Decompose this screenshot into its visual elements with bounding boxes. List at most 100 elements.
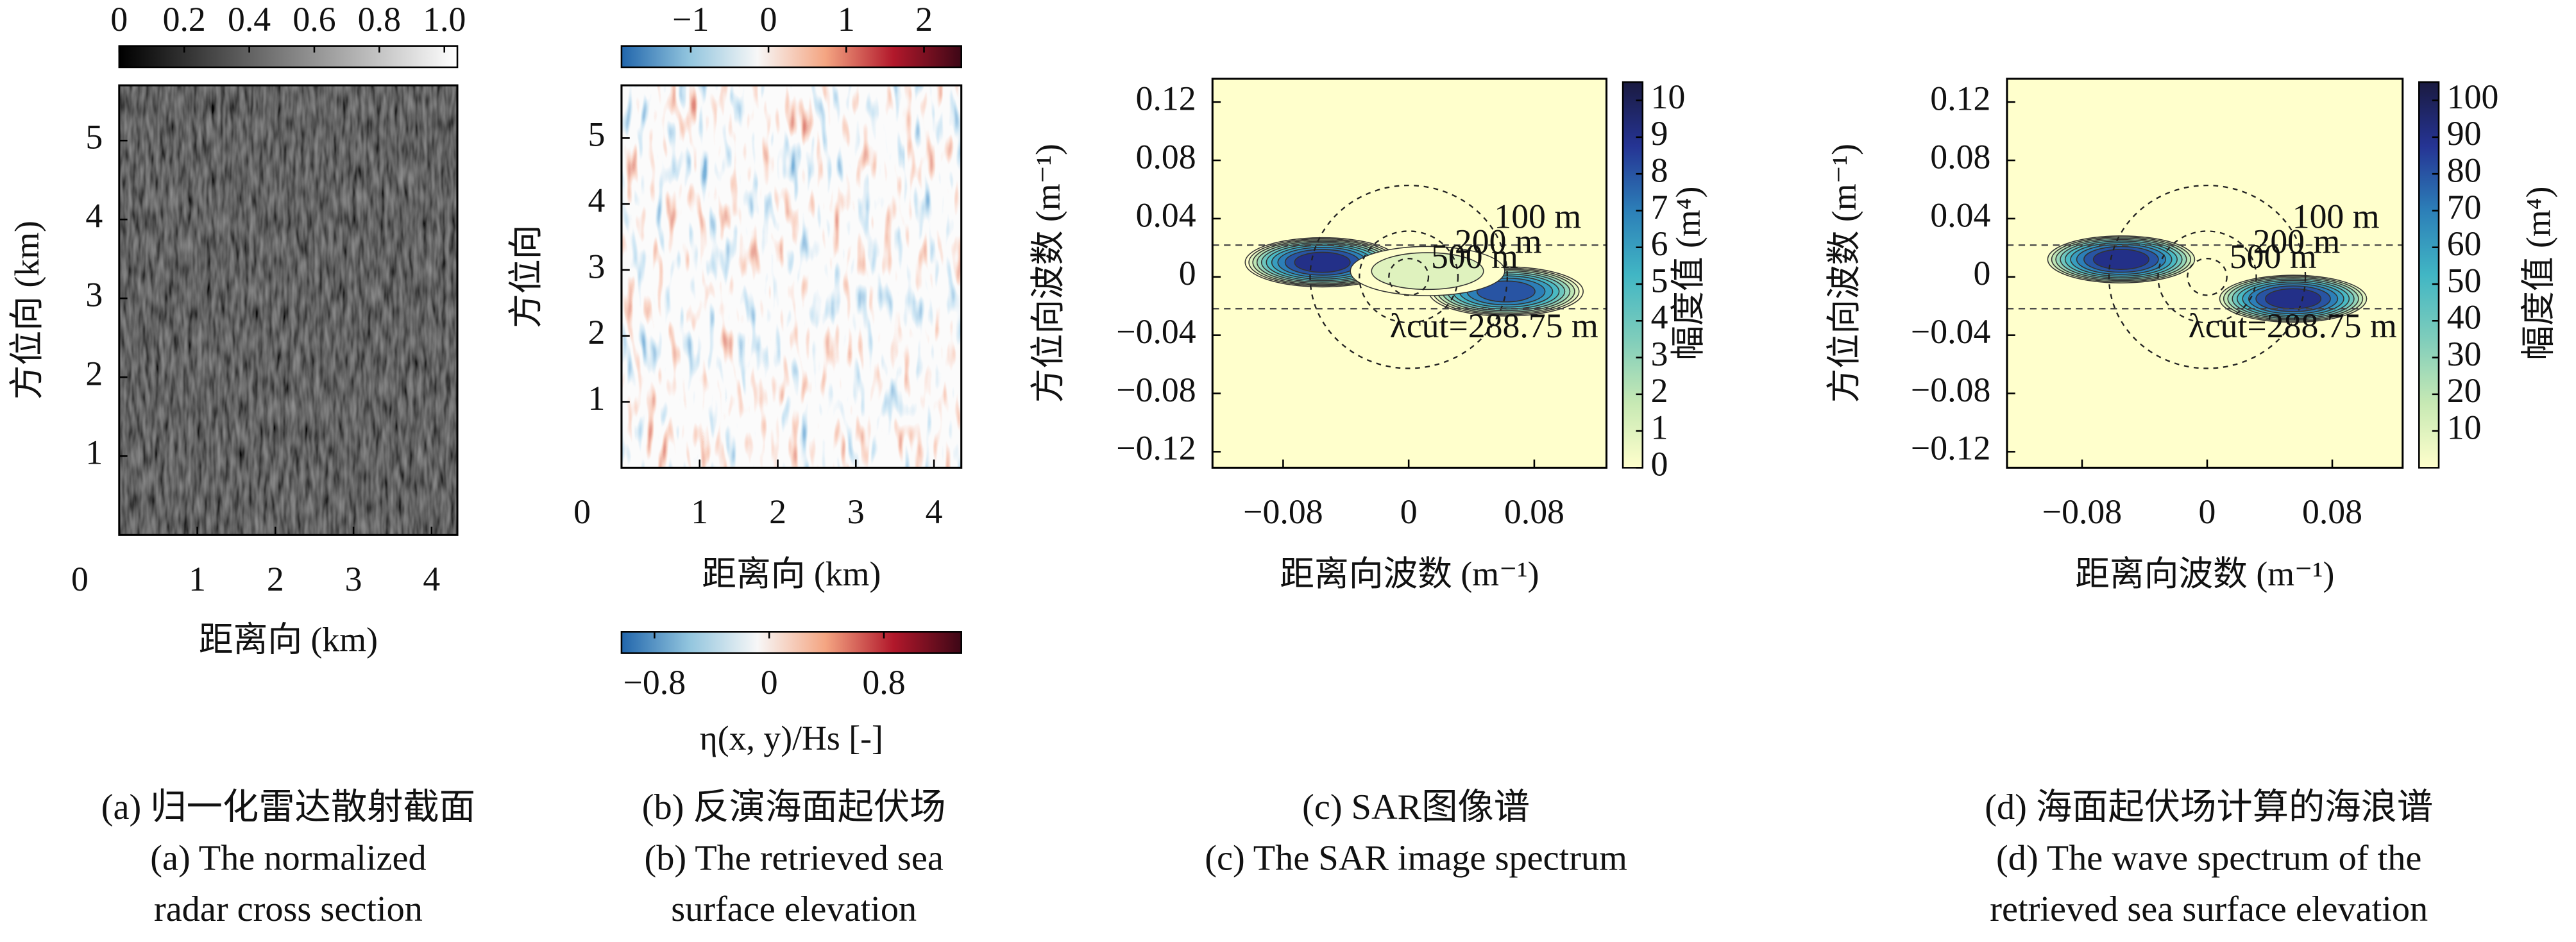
y-tick-label: −0.04 bbox=[1911, 312, 1990, 351]
plot-frame bbox=[2006, 78, 2404, 469]
x-tick-label: 0.08 bbox=[1504, 492, 1564, 531]
y-axis-label: 方位向 bbox=[507, 225, 545, 328]
colorbar-tick-label: 0.4 bbox=[228, 0, 271, 38]
circle-label: 200 m bbox=[1455, 223, 1542, 261]
y-tick-label: −0.08 bbox=[1116, 371, 1196, 409]
contour-level bbox=[2092, 249, 2149, 270]
y-tick-label: 5 bbox=[588, 115, 605, 154]
circle-label: 100 m bbox=[2292, 197, 2380, 235]
caption: (d) 海面起伏场计算的海浪谱 bbox=[1985, 787, 2433, 827]
x-tick-label: −0.08 bbox=[2042, 492, 2122, 531]
colorbar-label: η(x, y)/Hs [-] bbox=[700, 719, 883, 757]
circle-label: 200 m bbox=[2253, 223, 2340, 261]
colorbar-tick-label: 70 bbox=[2447, 188, 2482, 226]
x-axis-label: 距离向 (km) bbox=[199, 621, 378, 659]
circle-label: 100 m bbox=[1494, 197, 1581, 235]
colorbar-label: 幅度值 (m⁴) bbox=[1669, 187, 1707, 360]
y-tick-label: −0.04 bbox=[1116, 312, 1196, 351]
y-tick-label: 0.04 bbox=[1930, 196, 1990, 234]
caption: (b) The retrieved sea bbox=[645, 839, 944, 879]
cut-label: λcut=288.75 m bbox=[1390, 307, 1598, 345]
caption: retrieved sea surface elevation bbox=[1990, 889, 2428, 929]
x-axis-label: 距离向 (km) bbox=[702, 555, 881, 593]
colorbar bbox=[2418, 81, 2440, 469]
colorbar bbox=[118, 45, 459, 69]
caption: (a) 归一化雷达散射截面 bbox=[101, 787, 475, 827]
x-tick-label: 3 bbox=[847, 492, 865, 531]
contour-level bbox=[1371, 252, 1484, 290]
y-tick-label: 4 bbox=[85, 197, 103, 235]
y-tick-label: 2 bbox=[85, 355, 103, 393]
y-tick-label: −0.12 bbox=[1911, 429, 1990, 467]
caption: (c) SAR图像谱 bbox=[1302, 787, 1530, 827]
colorbar-tick-label: 90 bbox=[2447, 114, 2482, 153]
contours bbox=[2006, 184, 2403, 369]
y-axis-label: 方位向波数 (m⁻¹) bbox=[1825, 144, 1863, 403]
x-tick-label: 2 bbox=[769, 492, 786, 531]
caption: (b) 反演海面起伏场 bbox=[642, 787, 946, 827]
y-tick-label: 1 bbox=[85, 433, 103, 472]
colorbar bbox=[620, 45, 962, 69]
colorbar-tick-label: 1 bbox=[1651, 408, 1668, 446]
colorbar-tick-label: 9 bbox=[1651, 114, 1668, 153]
wavelength-circle bbox=[1359, 230, 1459, 324]
x-tick-label: 2 bbox=[267, 560, 284, 598]
x-tick-label: 0 bbox=[573, 492, 591, 531]
colorbar-tick-label: 8 bbox=[1651, 151, 1668, 189]
y-tick-label: 4 bbox=[588, 181, 605, 219]
caption: (d) The wave spectrum of the bbox=[1996, 839, 2421, 879]
y-axis-label: 方位向波数 (m⁻¹) bbox=[1029, 144, 1067, 403]
colorbar-tick-label: 1 bbox=[838, 0, 855, 38]
plot-frame bbox=[118, 84, 459, 536]
wavelength-circle bbox=[2157, 230, 2257, 324]
wavelength-circle bbox=[1388, 258, 1430, 296]
plot-frame bbox=[620, 84, 963, 469]
y-tick-label: 0.12 bbox=[1930, 80, 1990, 118]
colorbar-tick-label: 10 bbox=[1651, 78, 1686, 116]
cut-label: λcut=288.75 m bbox=[2189, 307, 2397, 345]
x-tick-label: 4 bbox=[926, 492, 943, 531]
y-tick-label: 0 bbox=[1973, 254, 1990, 292]
x-axis-label: 距离向波数 (m⁻¹) bbox=[2075, 555, 2334, 593]
contour-level bbox=[1294, 251, 1351, 273]
colorbar-tick-label: 60 bbox=[2447, 224, 2482, 263]
x-tick-label: 0 bbox=[2199, 492, 2216, 531]
colorbar-tick-label: 6 bbox=[1651, 224, 1668, 263]
colorbar-tick-label: 30 bbox=[2447, 335, 2482, 373]
colorbar-label: 幅度值 (m⁴) bbox=[2520, 187, 2558, 360]
x-tick-label: 1 bbox=[691, 492, 708, 531]
image-field bbox=[119, 85, 458, 535]
y-tick-label: 0.08 bbox=[1930, 137, 1990, 176]
y-tick-label: −0.12 bbox=[1116, 429, 1196, 467]
colorbar-tick-label: 40 bbox=[2447, 298, 2482, 337]
colorbar-tick-label: 0 bbox=[110, 0, 128, 38]
colorbar-tick-label: 50 bbox=[2447, 261, 2482, 299]
x-axis-label: 距离向波数 (m⁻¹) bbox=[1280, 555, 1539, 593]
colorbar bbox=[620, 631, 962, 654]
colorbar-tick-label: 100 bbox=[2447, 78, 2499, 116]
y-tick-label: 0.12 bbox=[1136, 80, 1196, 118]
caption: radar cross section bbox=[154, 889, 423, 929]
contours bbox=[1212, 184, 1607, 369]
wavelength-circle bbox=[2108, 184, 2307, 369]
wavelength-circle bbox=[2187, 258, 2228, 296]
colorbar-tick-label: 0 bbox=[761, 663, 778, 702]
y-tick-label: 2 bbox=[588, 313, 605, 351]
image-field bbox=[621, 85, 962, 468]
x-tick-label: 0 bbox=[1400, 492, 1418, 531]
colorbar-tick-label: 10 bbox=[2447, 408, 2482, 446]
y-tick-label: 0.08 bbox=[1136, 137, 1196, 176]
colorbar-tick-label: 0 bbox=[760, 0, 777, 38]
x-tick-label: 4 bbox=[423, 560, 440, 598]
colorbar-tick-label: 0.2 bbox=[163, 0, 206, 38]
wavelength-circle bbox=[1309, 184, 1508, 369]
y-axis-label: 方位向 (km) bbox=[8, 221, 46, 400]
colorbar-tick-label: 0 bbox=[1651, 445, 1668, 484]
y-tick-label: 5 bbox=[85, 118, 103, 156]
colorbar-tick-label: 1.0 bbox=[423, 0, 466, 38]
colorbar-tick-label: 3 bbox=[1651, 335, 1668, 373]
colorbar-tick-label: −1 bbox=[672, 0, 709, 38]
colorbar-tick-label: 2 bbox=[915, 0, 933, 38]
colorbar-tick-label: 0.8 bbox=[358, 0, 401, 38]
